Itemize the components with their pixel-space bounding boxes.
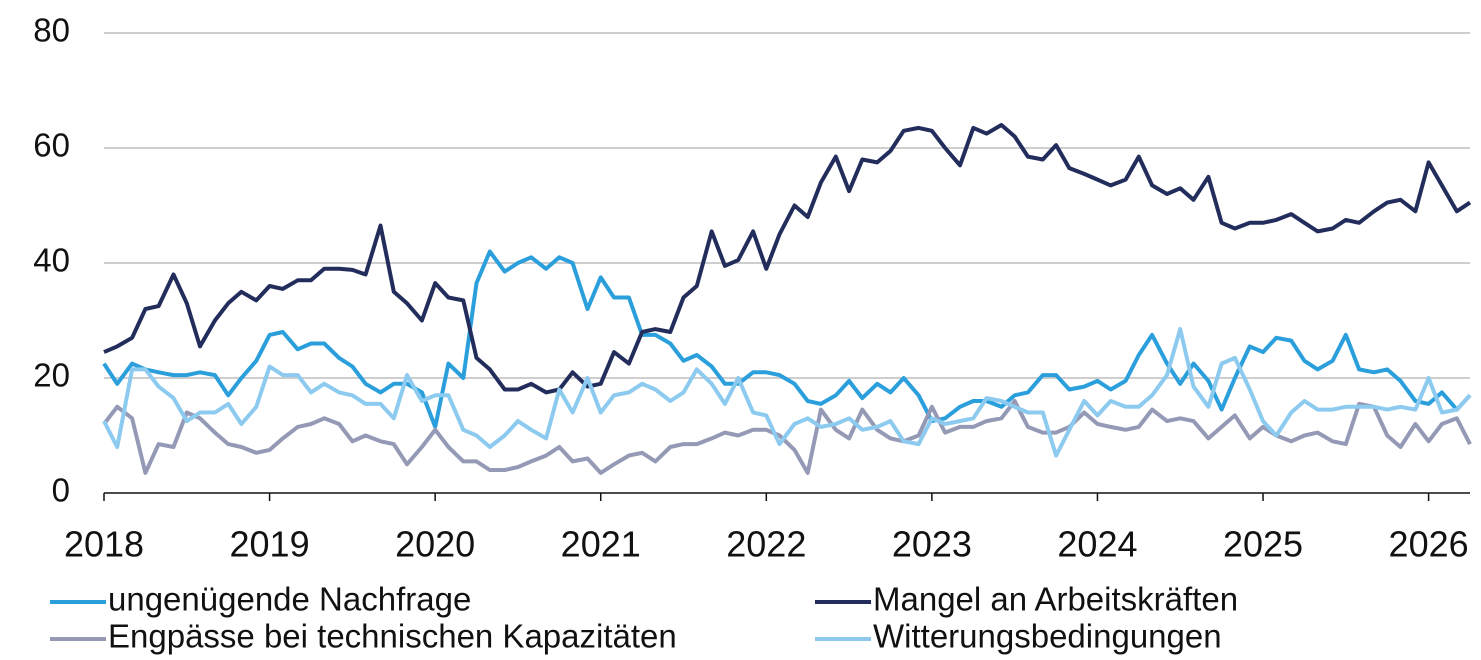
legend-label: ungenügende Nachfrage — [108, 581, 471, 618]
y-tick-label: 40 — [33, 242, 70, 279]
x-tick-label: 2021 — [561, 524, 641, 565]
series-line — [102, 249, 1472, 429]
y-tick-label: 80 — [33, 12, 70, 49]
x-tick-label: 2026 — [1389, 524, 1469, 565]
y-tick-label: 20 — [33, 357, 70, 394]
x-tick-label: 2019 — [230, 524, 310, 565]
x-tick-label: 2023 — [892, 524, 972, 565]
series-line — [103, 123, 1472, 395]
legend-label: Witterungsbedingungen — [873, 618, 1222, 655]
y-tick-label: 60 — [33, 127, 70, 164]
x-tick-label: 2018 — [64, 524, 144, 565]
x-tick-label: 2022 — [726, 524, 806, 565]
legend-label: Engpässe bei technischen Kapazitäten — [108, 618, 677, 655]
x-tick-label: 2024 — [1057, 524, 1137, 565]
y-tick-label: 0 — [52, 472, 70, 509]
legend-label: Mangel an Arbeitskräften — [873, 581, 1238, 618]
series-line — [102, 399, 1472, 475]
x-tick-label: 2020 — [395, 524, 475, 565]
series-line — [102, 327, 1472, 458]
x-tick-label: 2025 — [1223, 524, 1303, 565]
